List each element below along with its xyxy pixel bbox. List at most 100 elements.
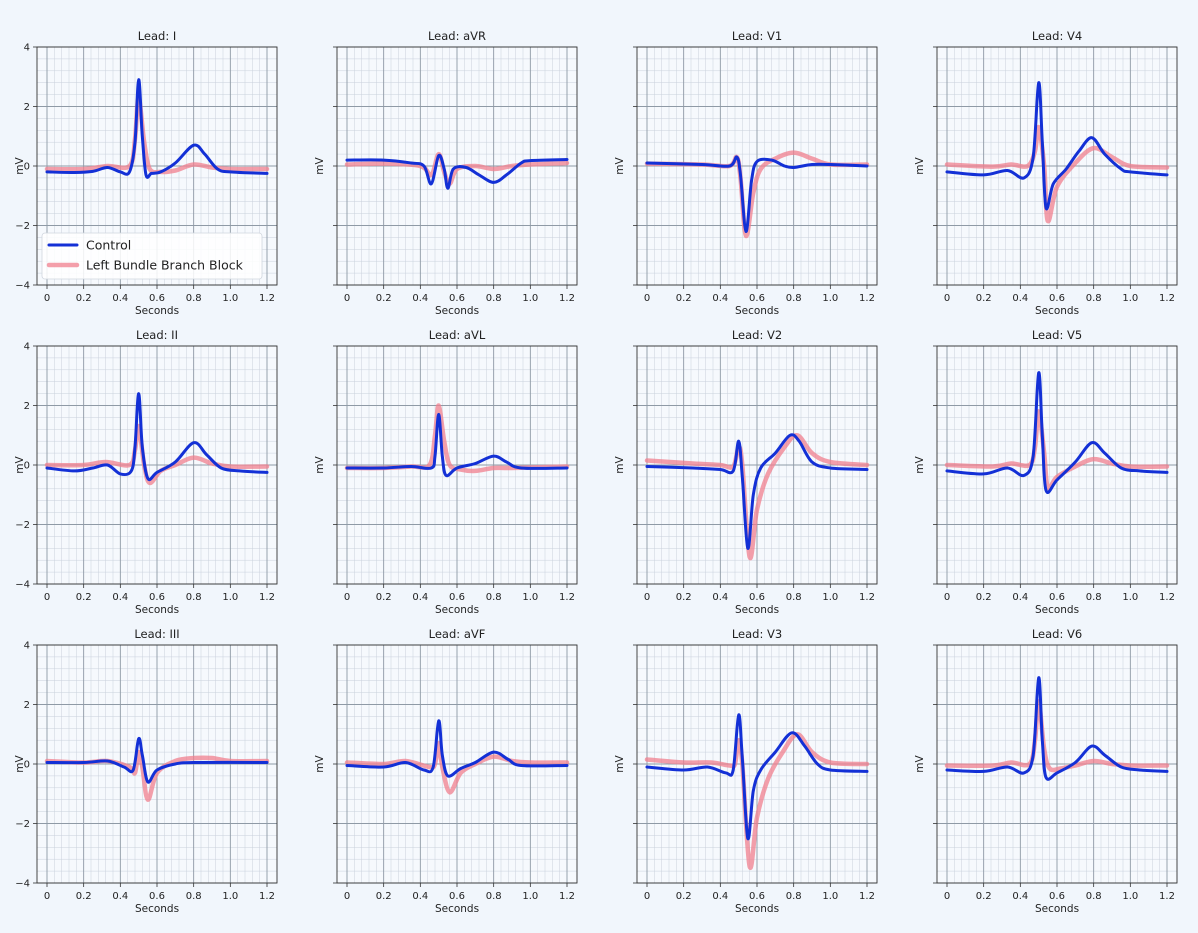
x-tick-label: 1.2 xyxy=(559,891,575,902)
x-tick-label: 0.6 xyxy=(149,592,165,603)
panel-lead-iii: 0 0.2 0.4 0.6 0.8 1.0 1.2 4 2 0 −2 −4 Lead: III Secon… xyxy=(14,627,278,915)
x-tick-label: 0.2 xyxy=(376,891,392,902)
x-tick-label: 0.6 xyxy=(749,592,765,603)
x-tick-label: 1.2 xyxy=(559,293,575,304)
x-tick-label: 1.2 xyxy=(859,293,875,304)
y-tick-label: −4 xyxy=(15,580,30,591)
panel-title: Lead: V6 xyxy=(1032,627,1082,641)
x-tick-label: 0.6 xyxy=(1049,293,1065,304)
legend: Control Left Bundle Branch Block xyxy=(41,232,263,280)
x-tick-label: 0.6 xyxy=(449,592,465,603)
x-tick-label: 0.2 xyxy=(676,293,692,304)
x-tick-label: 0 xyxy=(344,293,350,304)
series-line-left-bundle-branch-block xyxy=(644,433,870,561)
panel-lead-ii: 0 0.2 0.4 0.6 0.8 1.0 1.2 4 2 0 −2 −4 Lead: II Second… xyxy=(14,328,278,616)
panel-title: Lead: V1 xyxy=(732,29,782,43)
x-tick-label: 0.8 xyxy=(486,891,502,902)
y-tick-label: −4 xyxy=(15,879,30,890)
series-line-control xyxy=(345,153,569,190)
x-axis-label: Seconds xyxy=(135,604,179,616)
x-tick-label: 0 xyxy=(944,293,950,304)
y-tick-label: −2 xyxy=(15,819,30,830)
x-axis-label: Seconds xyxy=(1035,604,1079,616)
x-tick-label: 1.0 xyxy=(222,891,238,902)
x-tick-label: 0 xyxy=(344,592,350,603)
series-line-control xyxy=(945,371,1169,494)
x-tick-label: 0 xyxy=(944,592,950,603)
x-axis-label: Seconds xyxy=(135,903,179,915)
x-tick-label: 1.2 xyxy=(859,891,875,902)
panel-lead-avr: 0 0.2 0.4 0.6 0.8 1.0 1.2 Lead: aVR Seconds mV xyxy=(314,29,578,317)
series-line-left-bundle-branch-block xyxy=(44,95,270,175)
series-line-control xyxy=(345,412,569,478)
x-axis-label: Seconds xyxy=(135,305,179,317)
x-tick-label: 0.6 xyxy=(1049,592,1065,603)
series-line-control xyxy=(45,392,269,482)
x-tick-label: 1.0 xyxy=(822,293,838,304)
x-tick-label: 0.2 xyxy=(976,293,992,304)
legend-box xyxy=(41,232,263,280)
x-tick-label: 1.2 xyxy=(559,592,575,603)
x-tick-label: 0.4 xyxy=(112,293,128,304)
series-line-control xyxy=(345,719,569,778)
x-tick-label: 0.2 xyxy=(76,293,92,304)
x-tick-label: 0 xyxy=(44,293,50,304)
x-tick-label: 0 xyxy=(944,891,950,902)
panel-title: Lead: aVF xyxy=(429,627,486,641)
x-tick-label: 0.2 xyxy=(676,592,692,603)
x-tick-label: 1.2 xyxy=(859,592,875,603)
x-tick-label: 0.2 xyxy=(76,891,92,902)
series-line-left-bundle-branch-block xyxy=(944,699,1170,773)
x-tick-label: 0.2 xyxy=(676,891,692,902)
x-tick-label: 0.2 xyxy=(976,891,992,902)
panel-title: Lead: V2 xyxy=(732,328,782,342)
series-line-control xyxy=(645,433,869,550)
x-tick-label: 0.4 xyxy=(712,293,728,304)
x-tick-label: 1.0 xyxy=(1122,293,1138,304)
x-axis-label: Seconds xyxy=(735,903,779,915)
series-line-left-bundle-branch-block xyxy=(644,732,870,871)
x-tick-label: 0 xyxy=(44,592,50,603)
panel-title: Lead: II xyxy=(136,328,178,342)
y-axis-label: mV xyxy=(914,455,926,473)
x-tick-label: 0.2 xyxy=(76,592,92,603)
x-tick-label: 0.8 xyxy=(1086,592,1102,603)
x-tick-label: 0.6 xyxy=(749,891,765,902)
panel-lead-avl: 0 0.2 0.4 0.6 0.8 1.0 1.2 Lead: aVL Seconds mV xyxy=(314,328,578,616)
panel-lead-v4: 0 0.2 0.4 0.6 0.8 1.0 1.2 Lead: V4 Seconds mV xyxy=(914,29,1178,317)
x-tick-label: 0.8 xyxy=(786,592,802,603)
panel-title: Lead: aVR xyxy=(428,29,486,43)
x-tick-label: 0.4 xyxy=(712,891,728,902)
panel-lead-v1: 0 0.2 0.4 0.6 0.8 1.0 1.2 Lead: V1 Seconds mV xyxy=(614,29,878,317)
x-tick-label: 0.4 xyxy=(412,293,428,304)
x-tick-label: 0.8 xyxy=(186,293,202,304)
series-line-left-bundle-branch-block xyxy=(944,409,1170,491)
y-axis-label: mV xyxy=(614,156,626,174)
x-tick-label: 0.4 xyxy=(1012,891,1028,902)
x-tick-label: 1.0 xyxy=(222,293,238,304)
x-tick-label: 0.4 xyxy=(1012,293,1028,304)
x-tick-label: 0.8 xyxy=(1086,891,1102,902)
x-tick-label: 0.6 xyxy=(149,891,165,902)
panel-title: Lead: V4 xyxy=(1032,29,1082,43)
x-tick-label: 0.4 xyxy=(412,891,428,902)
x-tick-label: 1.2 xyxy=(1159,592,1175,603)
x-tick-label: 0.2 xyxy=(976,592,992,603)
y-tick-label: −4 xyxy=(15,281,30,292)
panel-title: Lead: V3 xyxy=(732,627,782,641)
x-tick-label: 1.0 xyxy=(822,592,838,603)
x-axis-label: Seconds xyxy=(435,903,479,915)
y-tick-label: 2 xyxy=(24,102,30,113)
x-tick-label: 0.8 xyxy=(186,891,202,902)
y-tick-label: 0 xyxy=(24,162,30,173)
panel-lead-v3: 0 0.2 0.4 0.6 0.8 1.0 1.2 Lead: V3 Seconds mV xyxy=(614,627,878,915)
x-tick-label: 0.8 xyxy=(486,293,502,304)
y-axis-label: mV xyxy=(314,156,326,174)
x-tick-label: 0.4 xyxy=(712,592,728,603)
x-tick-label: 0.2 xyxy=(376,592,392,603)
x-tick-label: 1.0 xyxy=(522,891,538,902)
y-axis-label: mV xyxy=(14,455,26,473)
x-tick-label: 1.0 xyxy=(522,592,538,603)
x-axis-label: Seconds xyxy=(435,305,479,317)
y-axis-label: mV xyxy=(914,156,926,174)
